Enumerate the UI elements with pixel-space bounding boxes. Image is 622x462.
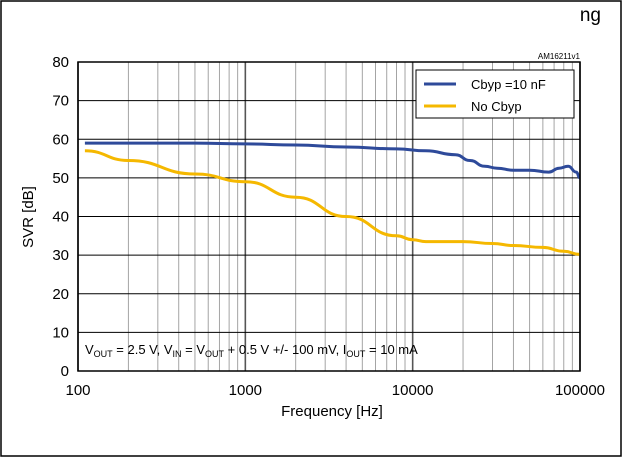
- x-tick-label: 1000: [229, 382, 262, 399]
- y-axis-label: SVR [dB]: [20, 186, 37, 248]
- annotation-text: OUT: [346, 349, 366, 359]
- annotation-text: V: [85, 342, 94, 357]
- plot-area-border: [77, 61, 581, 372]
- y-tick-label: 50: [52, 170, 69, 187]
- y-tick-label: 40: [52, 209, 69, 226]
- legend-box: [415, 69, 575, 119]
- legend-label: Cbyp =10 nF: [471, 77, 546, 92]
- y-tick-label: 30: [52, 247, 69, 264]
- legend-label: No Cbyp: [471, 99, 522, 114]
- test-conditions-annotation: VOUT = 2.5 V, VIN = VOUT + 0.5 V +/- 100…: [85, 342, 418, 359]
- figure-id-label: AM16211v1: [538, 52, 581, 61]
- y-tick-label: 20: [52, 286, 69, 303]
- x-axis-label: Frequency [Hz]: [281, 403, 383, 420]
- x-tick-label: 100: [65, 382, 90, 399]
- annotation-text: + 0.5 V +/- 100 mV, I: [224, 342, 346, 357]
- series-line-cbyp-10nf: [84, 141, 581, 180]
- annotation-text: OUT: [94, 349, 114, 359]
- annotation-text: = V: [182, 342, 206, 357]
- annotation-text: OUT: [205, 349, 225, 359]
- annotation-text: IN: [173, 349, 182, 359]
- series-line-no-cbyp: [84, 149, 581, 256]
- series-layer: [84, 141, 581, 256]
- annotation-text: = 10 mA: [365, 342, 418, 357]
- page-title-fragment: ng: [580, 5, 601, 26]
- x-tick-label: 10000: [392, 382, 434, 399]
- y-tick-label: 70: [52, 93, 69, 110]
- y-tick-label: 10: [52, 324, 69, 341]
- axes-layer: 0 10 20 30 40 50 60 70 80 100 1000 10000 100000: [52, 54, 605, 399]
- x-tick-label: 100000: [555, 382, 605, 399]
- legend: Cbyp =10 nF No Cbyp: [415, 69, 575, 119]
- y-tick-label: 80: [52, 54, 69, 71]
- annotation-text: = 2.5 V, V: [113, 342, 173, 357]
- y-tick-label: 0: [61, 363, 69, 380]
- y-tick-label: 60: [52, 131, 69, 148]
